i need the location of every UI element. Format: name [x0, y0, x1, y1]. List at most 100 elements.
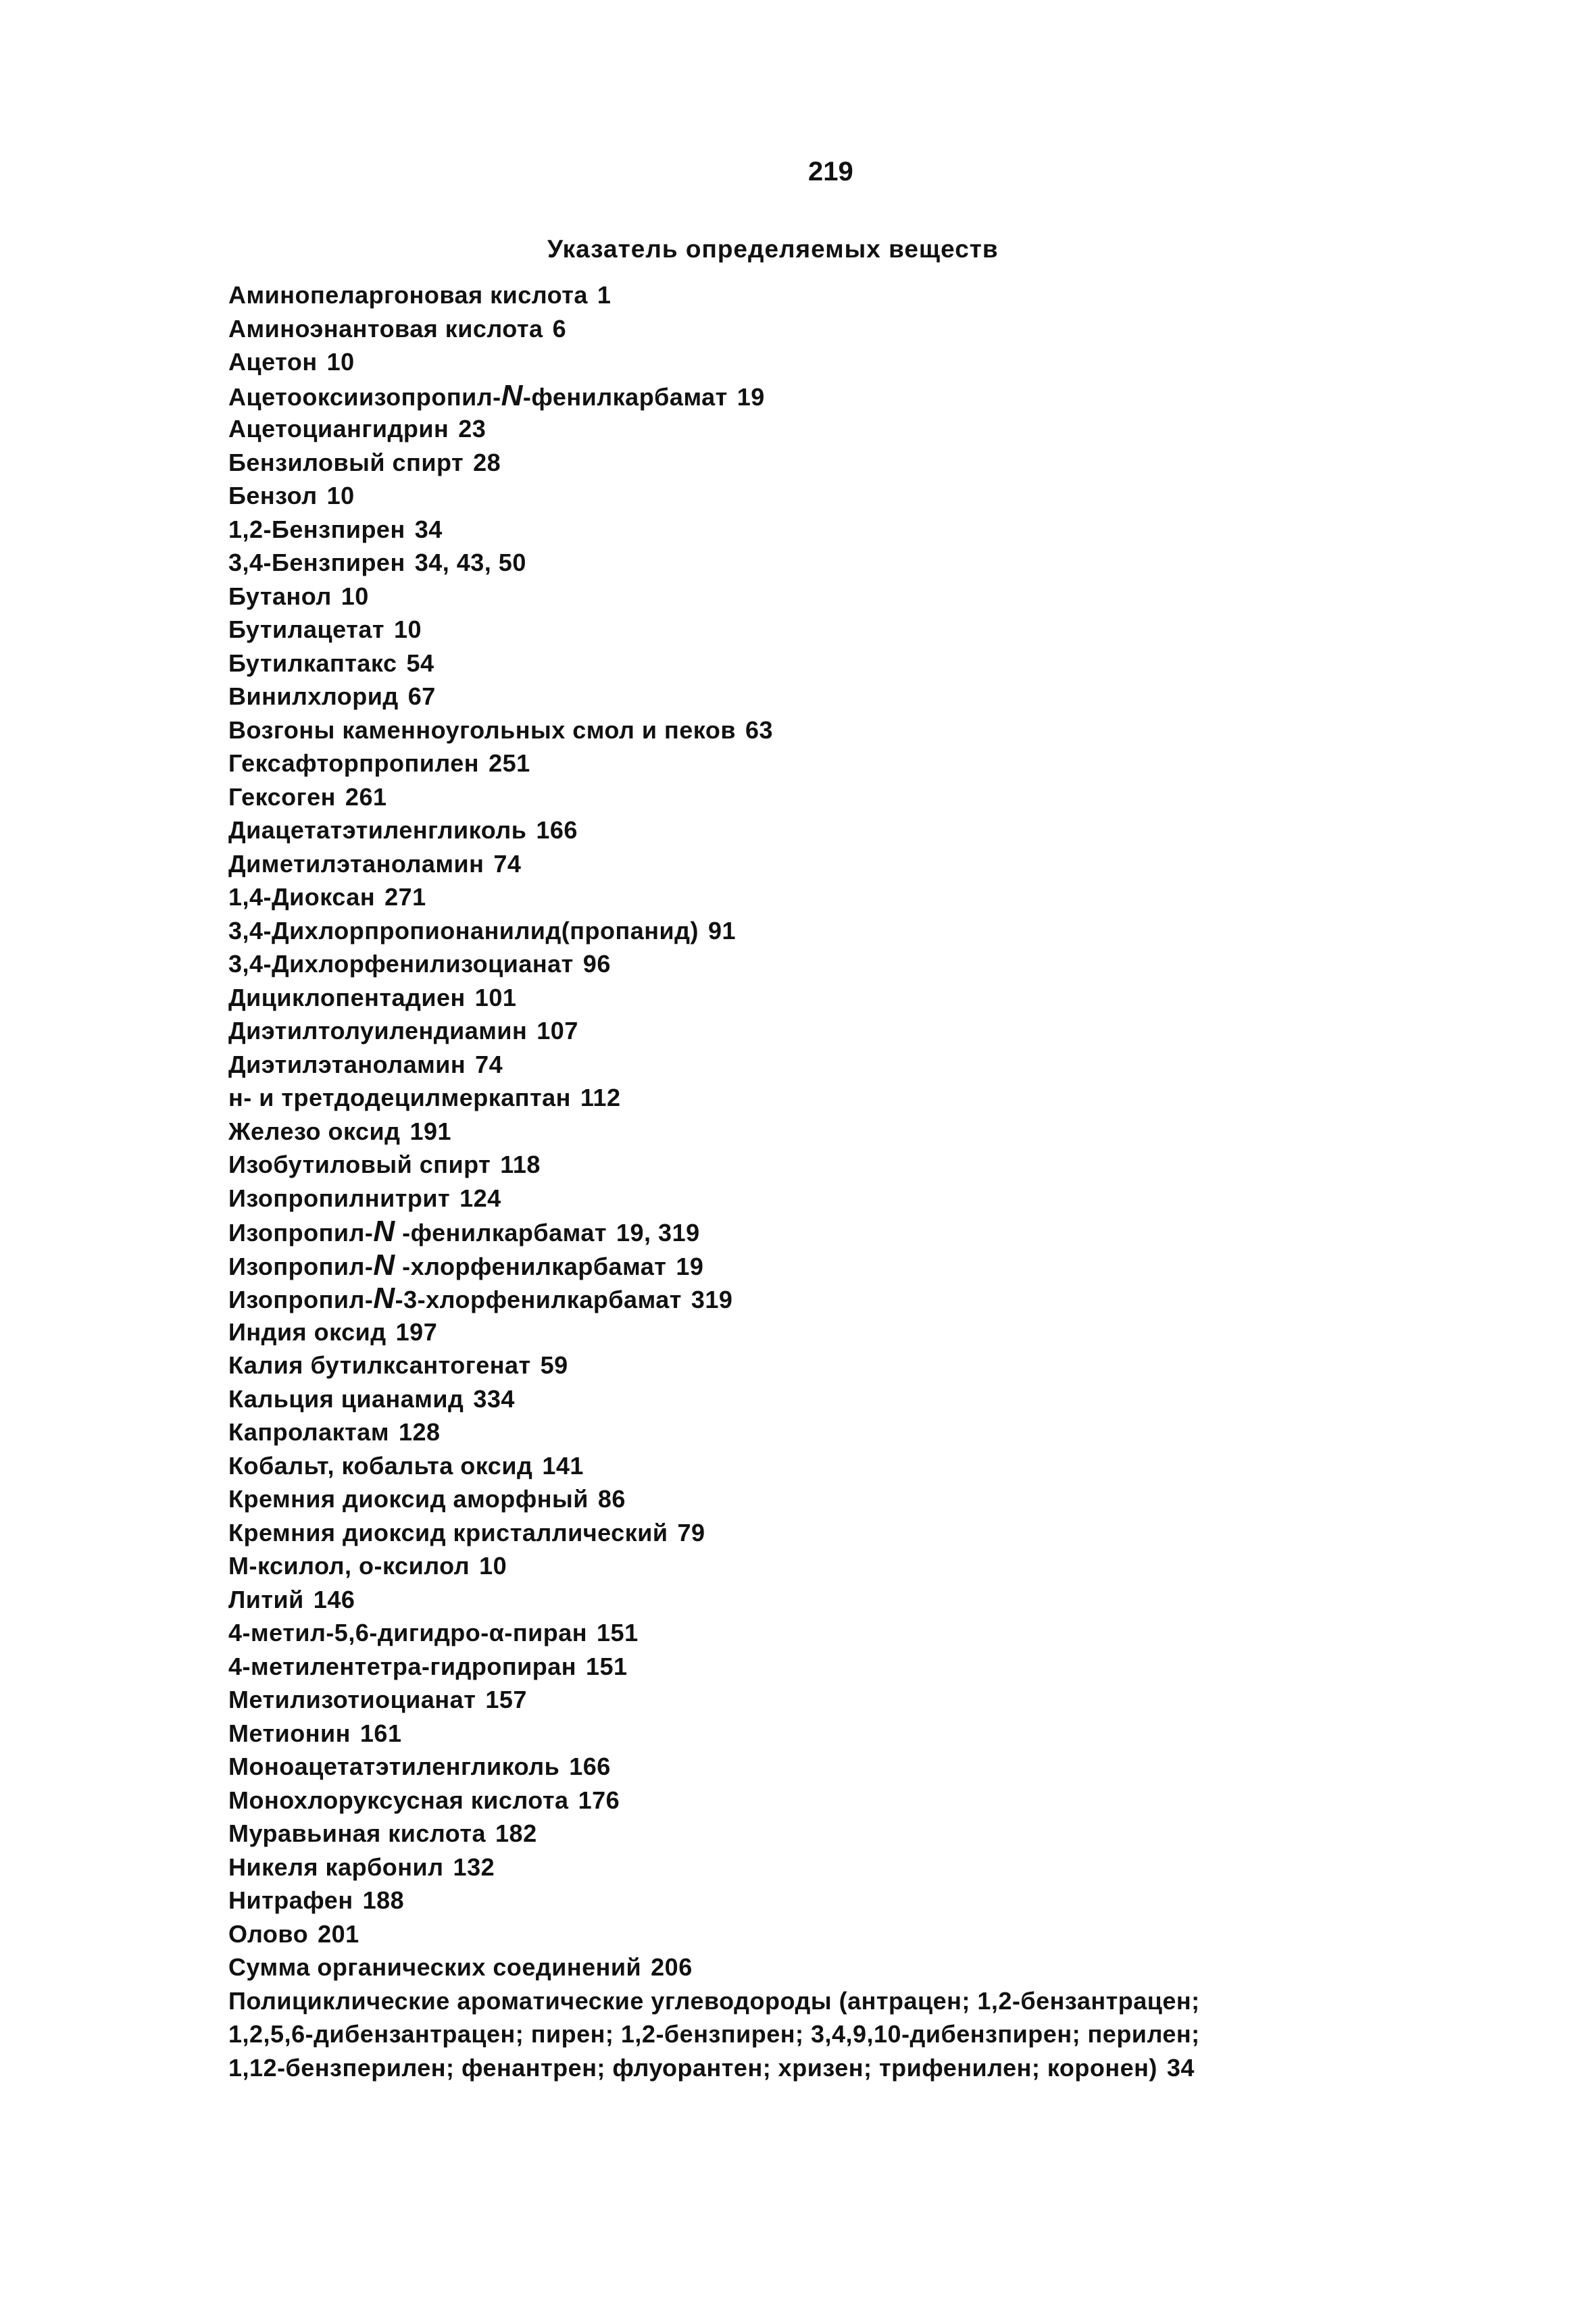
index-entry: Кобальт, кобальта оксид 141 [228, 1449, 1210, 1483]
entry-pages: 251 [489, 749, 530, 777]
index-title: Указатель определяемых веществ [547, 235, 999, 263]
entry-pages: 101 [474, 983, 517, 1011]
entry-name: 3,4-Дихлорфенилизоцианат [228, 950, 574, 978]
index-entry: Дициклопентадиен 101 [228, 981, 1210, 1015]
index-entry: Сумма органических соединений 206 [228, 1951, 1210, 1984]
entry-name: Никеля карбонил [228, 1853, 444, 1881]
entry-name: Железо оксид [228, 1117, 401, 1145]
index-entry: Диметилэтаноламин 74 [228, 847, 1210, 881]
index-entry: Капролактам 128 [228, 1415, 1210, 1449]
entry-pages: 10 [326, 348, 355, 376]
index-entry: Бутилацетат 10 [228, 613, 1210, 647]
entry-name: Метионин [228, 1719, 351, 1747]
entry-name: Кобальт, кобальта оксид [228, 1451, 533, 1480]
entry-name: Кремния диоксид аморфный [228, 1485, 589, 1513]
entry-name: 1,2-Бензпирен [228, 515, 405, 543]
index-entry: Метионин 161 [228, 1717, 1210, 1751]
entry-name: Дициклопентадиен [228, 983, 466, 1011]
n-symbol: N [373, 1282, 395, 1315]
entry-name: 4-метилентетра-гидропиран [228, 1652, 577, 1680]
entry-name: Аминоэнантовая кислота [228, 314, 543, 343]
entry-pages: 124 [459, 1184, 501, 1212]
index-entry: Литий 146 [228, 1583, 1210, 1617]
entry-pages: 112 [580, 1084, 621, 1111]
entry-name: Капролактам [228, 1418, 389, 1446]
entry-name: Ацетооксиизопропил-N-фенилкарбамат [228, 378, 728, 412]
entry-name: 3,4-Бензпирен [228, 549, 405, 576]
entry-name: Диэтилтолуилендиамин [228, 1017, 528, 1045]
entry-pages: 188 [362, 1886, 405, 1914]
entry-pages: 74 [493, 849, 522, 878]
page-number: 219 [808, 157, 853, 186]
entry-name: 1,2,5,6-дибензантрацен; пирен; 1,2-бензп… [228, 2020, 1200, 2048]
entry-pages: 34, 43, 50 [414, 549, 526, 576]
entry-pages: 86 [597, 1485, 626, 1513]
entry-pages: 201 [318, 1919, 359, 1948]
index-entry: Изопропил-N -фенилкарбамат 19, 319 [228, 1215, 1210, 1249]
entry-name: 4-метил-5,6-дигидро-α-пиран [228, 1619, 588, 1646]
index-entry: Метилизотиоцианат 157 [228, 1683, 1210, 1717]
entry-name: Возгоны каменноугольных смол и пеков [228, 715, 736, 744]
index-entry: Муравьиная кислота 182 [228, 1817, 1210, 1851]
entry-pages: 10 [326, 482, 355, 509]
entry-pages: 59 [540, 1351, 568, 1379]
index-entry: Моноацетатэтиленгликоль 166 [228, 1750, 1210, 1784]
entry-pages: 271 [384, 883, 426, 911]
entry-pages: 28 [473, 448, 501, 476]
entry-name: Ацетоциангидрин [228, 415, 449, 443]
index-entry: Ацетооксиизопропил-N-фенилкарбамат 19 [228, 379, 1210, 413]
index-entry: Кремния диоксид аморфный 86 [228, 1482, 1210, 1516]
entry-pages: 319 [691, 1286, 733, 1313]
entry-pages: 176 [578, 1786, 620, 1814]
entry-pages: 96 [582, 950, 611, 978]
entry-name: Бензиловый спирт [228, 448, 464, 476]
index-entry: Диацетатэтиленгликоль 166 [228, 813, 1210, 847]
n-symbol: N [373, 1248, 395, 1282]
entry-pages: 166 [536, 816, 578, 844]
entry-pages: 151 [597, 1619, 639, 1646]
entry-pages: 63 [745, 715, 774, 744]
entry-pages: 128 [398, 1418, 441, 1446]
index-entry: 1,2-Бензпирен 34 [228, 513, 1210, 547]
entry-pages: 79 [677, 1518, 705, 1546]
entry-name: Винилхлорид [228, 682, 399, 710]
entry-pages: 10 [341, 582, 369, 610]
index-entry: н- и третдодецилмеркаптан 112 [228, 1081, 1210, 1115]
entry-pages: 34 [414, 515, 443, 543]
entry-pages: 19, 319 [616, 1219, 700, 1247]
index-entry: Бензол 10 [228, 479, 1210, 513]
entry-name: Гексоген [228, 782, 336, 811]
index-entry: Индия оксид 197 [228, 1315, 1210, 1349]
entry-pages: 151 [586, 1652, 628, 1680]
index-entry: 1,4-Диоксан 271 [228, 880, 1210, 914]
entry-pages: 206 [651, 1953, 693, 1981]
entry-name: Полициклические ароматические углеводоро… [228, 1986, 1200, 2015]
entry-pages: 132 [453, 1853, 495, 1881]
index-entry: Бутилкаптакс 54 [228, 647, 1210, 680]
entry-pages: 157 [485, 1686, 527, 1713]
entry-pages: 197 [395, 1317, 438, 1346]
index-entry: Олово 201 [228, 1917, 1210, 1951]
entry-name: Бензол [228, 482, 318, 509]
entry-pages: 10 [393, 615, 422, 643]
entry-name: Изопропил-N -фенилкарбамат [228, 1215, 607, 1248]
index-entry: Гексоген 261 [228, 780, 1210, 814]
entry-name: Изопропилнитрит [228, 1184, 451, 1212]
entry-name: Олово [228, 1919, 309, 1948]
index-entry: Ацетон 10 [228, 345, 1210, 379]
entry-name: Монохлоруксусная кислота [228, 1786, 569, 1814]
entry-name: Аминопеларгоновая кислота [228, 281, 588, 309]
index-entry: Изопропил-N-3-хлорфенилкарбамат 319 [228, 1282, 1210, 1315]
entry-name: М-ксилол, о-ксилол [228, 1552, 470, 1580]
substance-index-list: Аминопеларгоновая кислота 1 Аминоэнантовая… [228, 278, 1210, 2084]
entry-name: Калия бутилксантогенат [228, 1351, 531, 1379]
entry-pages: 67 [407, 682, 436, 710]
entry-pages: 91 [707, 916, 737, 945]
entry-name: Бутилкаптакс [228, 649, 397, 677]
entry-name: Диацетатэтиленгликоль [228, 816, 527, 844]
index-entry: Железо оксид 191 [228, 1115, 1210, 1149]
entry-name: Ацетон [228, 348, 318, 376]
index-entry: Изопропил-N -хлорфенилкарбамат 19 [228, 1249, 1210, 1282]
index-entry: Аминоэнантовая кислота 6 [228, 312, 1210, 346]
entry-pages: 261 [345, 782, 387, 811]
